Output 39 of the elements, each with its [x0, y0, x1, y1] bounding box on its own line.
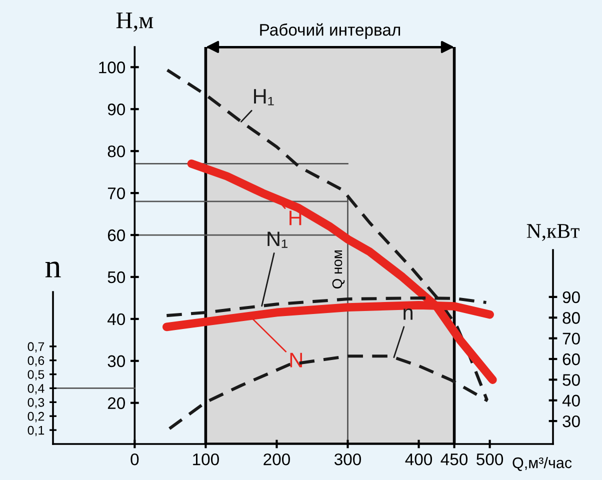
y2-tick-label: 80: [562, 312, 580, 324]
y2-axis-title: N,кВт: [526, 224, 580, 242]
y2-tick-label: 90: [562, 291, 580, 304]
y-tick-label: 60: [108, 229, 125, 242]
y3-axis-title: n: [45, 262, 61, 278]
y2-tick-label: 40: [562, 394, 580, 407]
text: N₁: [268, 232, 288, 248]
y3-tick-label: 0,4: [28, 384, 44, 394]
y3-tick-label: 0,1: [28, 426, 44, 436]
y-tick-label: 70: [108, 187, 125, 200]
y2-tick-label: 70: [562, 332, 580, 345]
y2-tick-label: 30: [562, 415, 580, 428]
y3-tick-label: 0,5: [28, 370, 44, 380]
y2-tick-label: 50: [562, 374, 580, 386]
x-tick-label: 0: [130, 453, 139, 466]
y3-tick-label: 0,2: [28, 412, 44, 422]
x-tick-label: 500: [476, 453, 504, 466]
y-tick-label: 50: [108, 271, 125, 284]
x-tick-label: 100: [193, 453, 219, 466]
x-tick-label: 450: [440, 453, 468, 466]
ref-line-label: Q ном: [332, 250, 345, 288]
y-tick-label: 100: [99, 62, 125, 74]
band-label: Рабочий интервал: [260, 23, 400, 40]
x-tick-label: 200: [264, 453, 290, 466]
y-axis-title: H,м: [116, 12, 154, 32]
y-tick-label: 40: [107, 313, 125, 326]
series-label: n: [404, 308, 412, 320]
y-tick-label: 90: [108, 104, 125, 116]
y-tick-label: 30: [108, 355, 125, 368]
y3-tick-label: 0,3: [28, 398, 44, 408]
y3-tick-label: 0,7: [28, 342, 44, 353]
series-label: H₁: [254, 89, 274, 106]
x-tick-label: 400: [405, 453, 432, 466]
x-axis-title: Q,м³/час: [512, 457, 572, 471]
y-tick-label: 80: [108, 145, 125, 158]
y-tick-label: 20: [108, 397, 125, 410]
y3-tick-label: 0,6: [28, 356, 44, 366]
y2-tick-label: 60: [562, 353, 580, 366]
x-tick-label: 300: [334, 453, 361, 466]
